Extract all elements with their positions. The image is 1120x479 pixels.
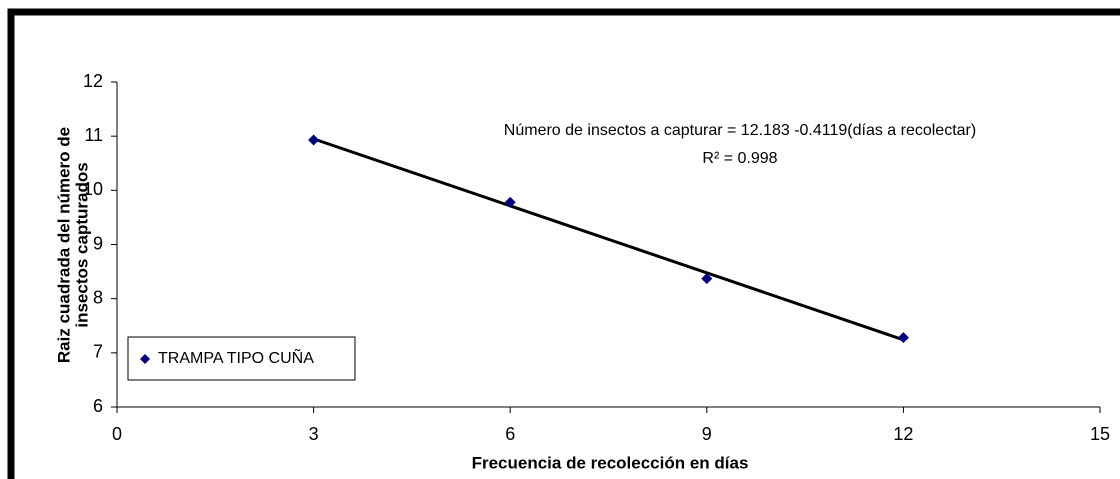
x-tick-label: 0 [112, 424, 122, 444]
data-point [897, 332, 909, 344]
x-tick-label: 3 [309, 424, 319, 444]
data-point [701, 273, 713, 285]
data-point [308, 134, 320, 146]
legend-label: TRAMPA TIPO CUÑA [158, 347, 314, 367]
legend-box [127, 336, 356, 381]
y-tick-label: 8 [93, 287, 103, 307]
x-tick-label: 9 [702, 424, 712, 444]
y-tick-label: 6 [93, 396, 103, 416]
y-axis-label: insectos capturados [72, 162, 91, 327]
y-axis-label: Raiz cuadrada del número de [54, 127, 73, 363]
y-tick-label: 12 [83, 71, 103, 91]
y-tick-label: 7 [93, 342, 103, 362]
trend-line [313, 137, 904, 342]
data-point [504, 196, 516, 208]
legend-marker [140, 354, 150, 364]
y-tick-label: 11 [84, 125, 103, 145]
x-tick-label: 12 [893, 424, 913, 444]
x-axis-label: Frecuencia de recolección en días [472, 453, 749, 472]
x-tick-label: 6 [505, 424, 515, 444]
chart-frame [7, 8, 1120, 479]
y-tick-label: 9 [93, 233, 103, 253]
r-squared: R² = 0.998 [702, 150, 777, 167]
equation: Número de insectos a capturar = 12.183 -… [504, 122, 976, 139]
x-tick-label: 15 [1090, 424, 1110, 444]
y-tick-label: 10 [83, 179, 103, 199]
